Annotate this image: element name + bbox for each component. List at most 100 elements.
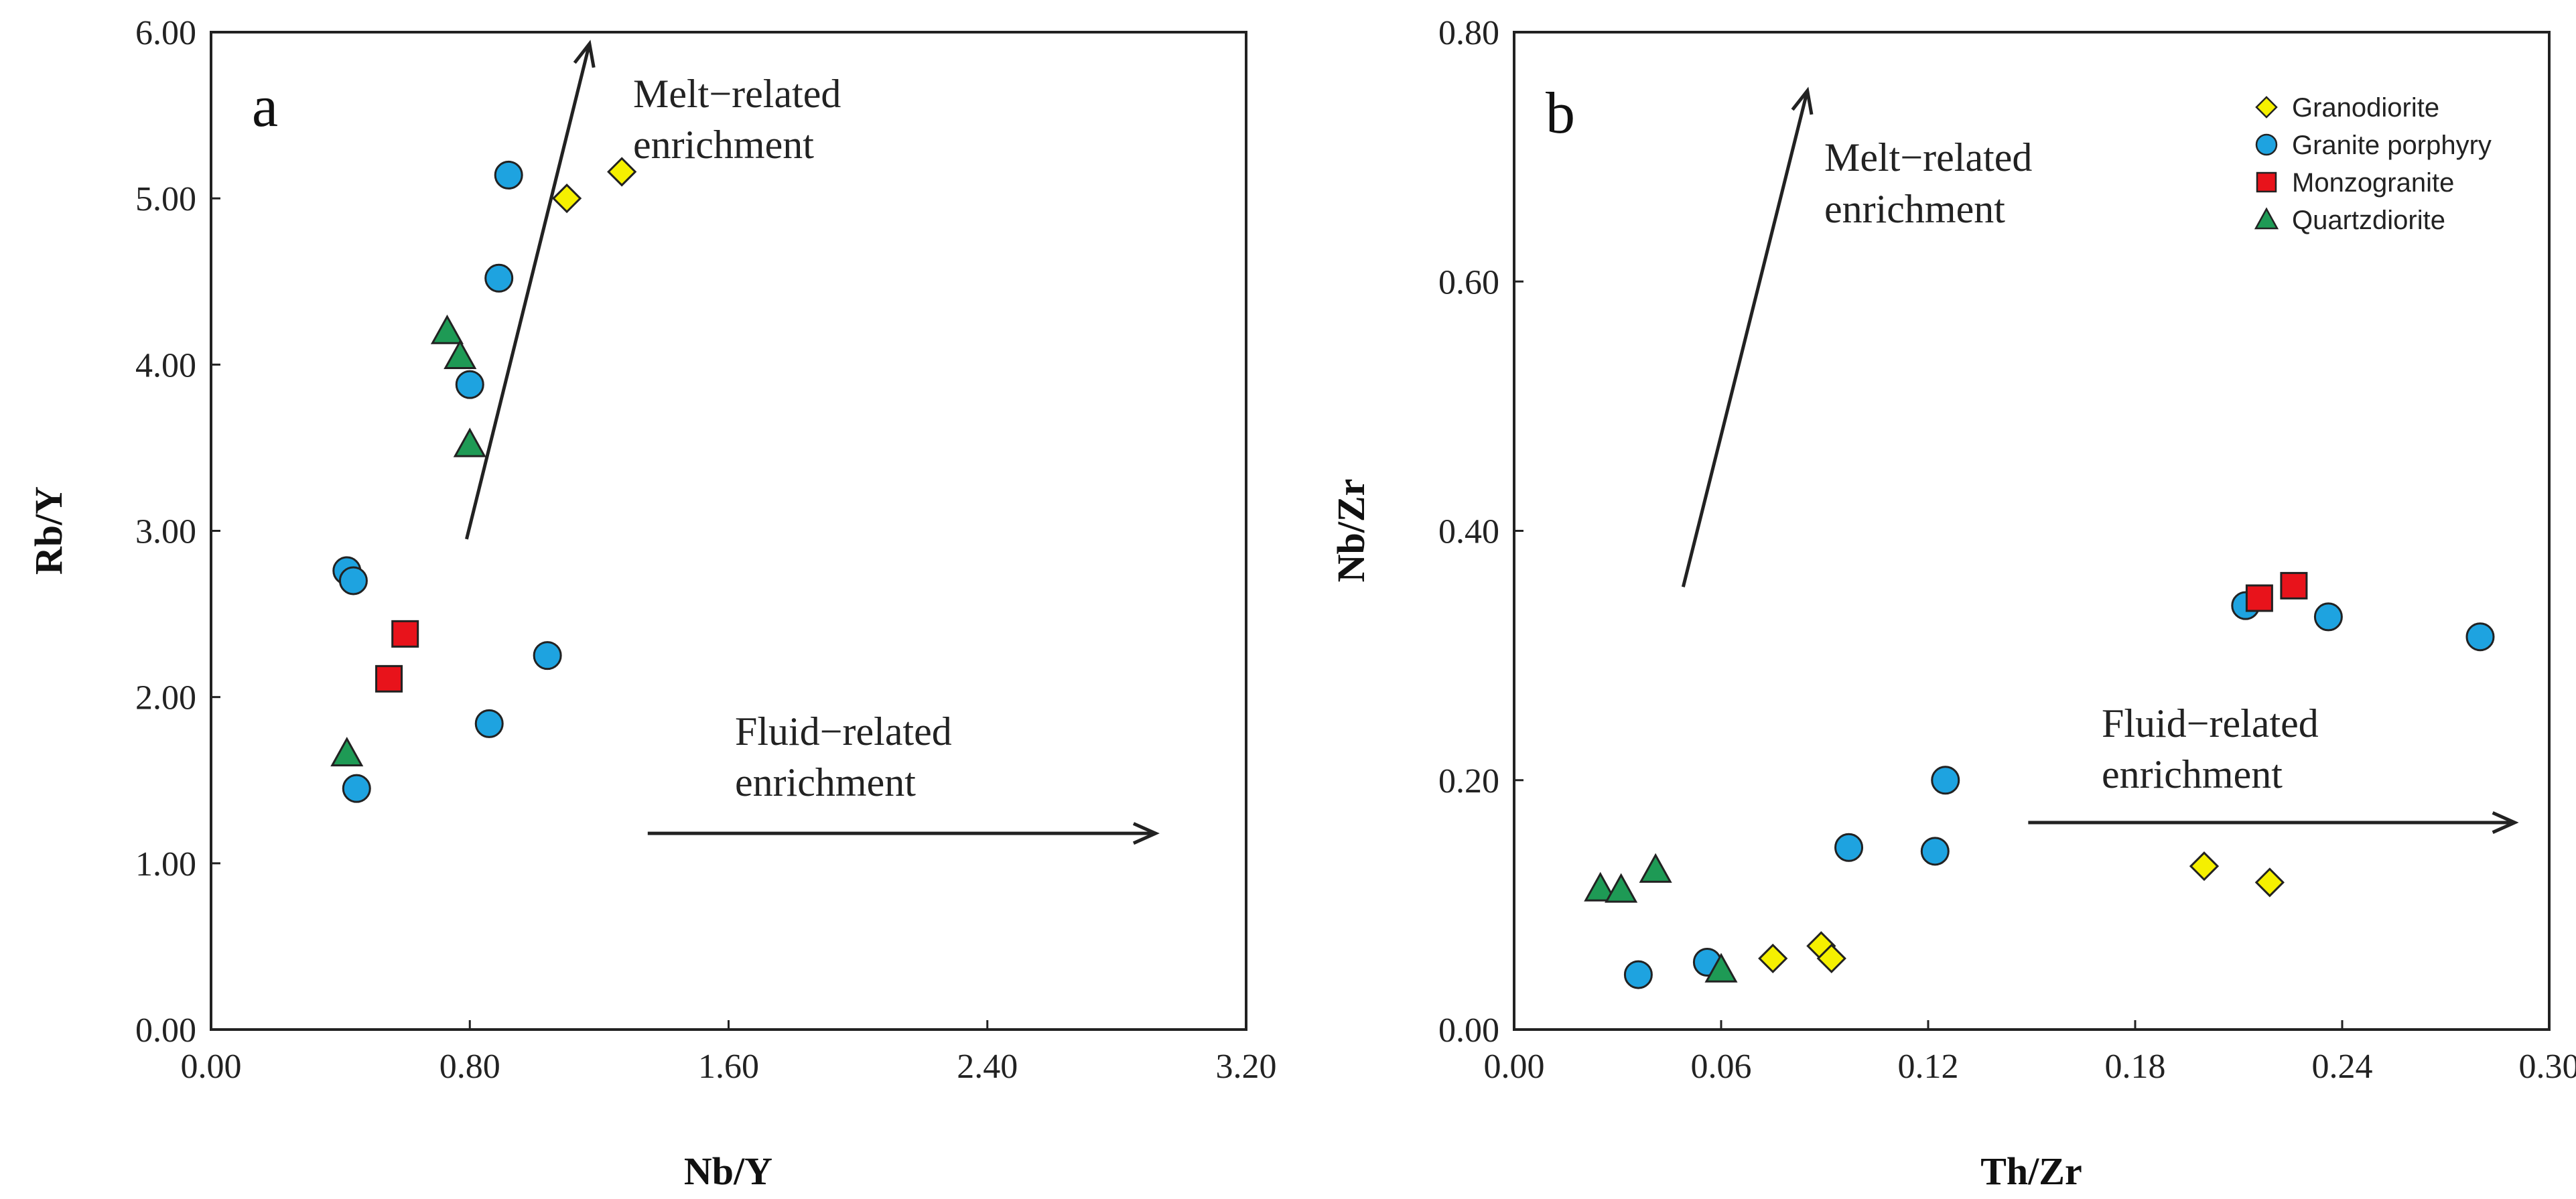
legend-marker-granodiorite [2255,96,2278,119]
panel-a-point-monzogranite [391,620,419,648]
legend-marker-monzogranite [2256,171,2277,193]
legend-marker-granite_porphyry [2255,133,2278,156]
panel-b-point-monzogranite [2280,571,2308,600]
panel-a-x-tick-label: 0.00 [181,1048,242,1086]
legend-item-monzogranite: Monzogranite [2256,168,2454,198]
panel-a-point-granite_porphyry [338,566,368,595]
panel-a-fluid-label-line2: enrichment [735,760,916,804]
legend-marker-quartzdiorite [2254,207,2279,230]
panel-b-point-granodiorite [2189,851,2220,881]
panel-b-frame [1513,31,2551,1031]
panel-a-x-tick-label: 0.80 [439,1048,500,1086]
panel-a-point-quartzdiorite [430,314,464,344]
panel-b-melt-label-line1: Melt−related [1824,135,2032,180]
legend-item-granite_porphyry: Granite porphyry [2255,131,2492,160]
panel-a-melt-arrow-shaft [464,43,592,540]
panel-b-point-granite_porphyry [2313,602,2343,632]
panel-a-melt-label-line1: Melt−related [633,72,841,116]
panel-b-xlabel: Th/Zr [1980,1149,2082,1193]
panel-a-point-granodiorite [551,184,582,214]
panel-a-point-granite_porphyry [455,370,484,399]
panel-a-y-ticks: 0.00 1.00 2.00 3.00 4.00 5.00 6.00 [135,14,220,1050]
panel-b-melt-label-line2: enrichment [1824,187,2005,231]
panel-b-point-granite_porphyry [1834,833,1864,862]
panel-b-annotations: Melt−related enrichment Fluid−related en… [1824,135,2319,796]
legend-item-granodiorite: Granodiorite [2255,93,2439,123]
panel-b-x-tick-label: 0.30 [2519,1048,2576,1086]
panel-a-point-monzogranite [375,664,403,693]
panel-a-y-tick-label: 3.00 [135,513,196,551]
legend-label-granodiorite: Granodiorite [2292,93,2439,123]
panel-b-y-ticks: 0.00 0.20 0.40 0.60 0.80 [1438,14,1523,1050]
panel-b-x-tick-label: 0.24 [2312,1048,2373,1086]
panel-b-y-tick-label: 0.00 [1438,1011,1499,1050]
legend-label-granite_porphyry: Granite porphyry [2292,131,2492,160]
panel-a-fluid-arrow-head [1132,822,1160,845]
panel-a-melt-arrow [464,40,596,540]
panel-b-point-granodiorite [2254,867,2285,898]
panel-b-point-monzogranite [2245,584,2273,612]
panel-b-point-granite_porphyry [1920,837,1950,866]
panel-a-fluid-label-line1: Fluid−related [735,709,952,754]
panel-a: a Nb/Y Rb/Y 0.00 0.80 1.60 2.40 3.20 0.00 1.0… [27,14,1277,1193]
panel-b-point-quartzdiorite [1704,953,1738,983]
panel-a-ylabel: Rb/Y [27,486,70,575]
panel-a-y-tick-label: 1.00 [135,845,196,884]
panel-b-y-tick-label: 0.60 [1438,263,1499,301]
panel-a-y-tick-label: 5.00 [135,180,196,218]
panel-b-x-tick-label: 0.06 [1691,1048,1752,1086]
panel-b-fluid-arrow-head [2492,811,2519,834]
panel-b-fluid-arrow [2028,811,2519,834]
panel-b-y-tick-label: 0.20 [1438,762,1499,800]
panel-a-fluid-arrow [647,822,1160,845]
panel-b-fluid-label-line1: Fluid−related [2102,701,2319,746]
panel-a-melt-arrow-head [573,40,596,68]
panel-b-melt-arrow-head [1791,86,1814,115]
panel-a-point-granite_porphyry [533,641,562,671]
panel-b-x-ticks: 0.00 0.06 0.12 0.18 0.24 0.30 [1484,1020,2576,1086]
panel-a-x-tick-label: 1.60 [698,1048,759,1086]
panel-b-point-quartzdiorite [1639,853,1672,883]
panel-b-x-tick-label: 0.00 [1484,1048,1545,1086]
panel-a-y-tick-label: 0.00 [135,1011,196,1050]
panel-b-point-granodiorite [1816,943,1846,974]
panel-a-point-granodiorite [607,157,637,187]
panel-b-x-tick-label: 0.12 [1898,1048,1959,1086]
panel-b-fluid-label-line2: enrichment [2102,752,2283,796]
panel-a-point-granite_porphyry [474,709,504,738]
panel-b-points [1584,571,2495,989]
panel-b-point-granodiorite [1758,943,1788,974]
panel-a-x-tick-label: 3.20 [1216,1048,1277,1086]
panel-a-melt-label-line2: enrichment [633,123,814,167]
panel-b-ylabel: Nb/Zr [1329,479,1373,583]
panel-a-point-granite_porphyry [342,774,371,803]
panel-a-point-quartzdiorite [330,736,364,767]
panel-a-y-tick-label: 4.00 [135,346,196,384]
panel-b-point-granite_porphyry [2465,622,2495,652]
panel-a-frame [210,31,1247,1031]
panel-b-y-tick-label: 0.40 [1438,513,1499,551]
panel-a-arrows [464,40,1160,845]
panel-a-xlabel: Nb/Y [684,1149,772,1193]
panel-b-melt-arrow [1681,86,1814,587]
legend: Granodiorite Granite porphyry Monzogranite… [2254,93,2492,235]
panel-b-letter: b [1546,81,1575,146]
panel-a-letter: a [252,74,278,139]
panel-a-point-granite_porphyry [484,263,514,293]
panel-a-y-tick-label: 6.00 [135,14,196,52]
panel-a-point-quartzdiorite [453,427,486,457]
panel-a-point-quartzdiorite [444,339,477,370]
panel-b-melt-arrow-shaft [1681,90,1810,587]
panel-b-point-granite_porphyry [1623,960,1653,989]
panel-b-point-quartzdiorite [1605,873,1638,903]
legend-label-monzogranite: Monzogranite [2292,168,2454,198]
legend-item-quartzdiorite: Quartzdiorite [2254,206,2445,235]
panel-b: b Th/Zr Nb/Zr 0.00 0.06 0.12 0.18 0.24 0.30 0… [1329,14,2576,1193]
panel-b-arrows [1681,86,2519,834]
panel-a-annotations: Melt−related enrichment Fluid−related en… [633,72,952,804]
panel-a-x-ticks: 0.00 0.80 1.60 2.40 3.20 [181,1020,1277,1086]
panel-a-points [330,157,637,803]
panel-b-x-tick-label: 0.18 [2105,1048,2166,1086]
panel-a-x-tick-label: 2.40 [957,1048,1018,1086]
